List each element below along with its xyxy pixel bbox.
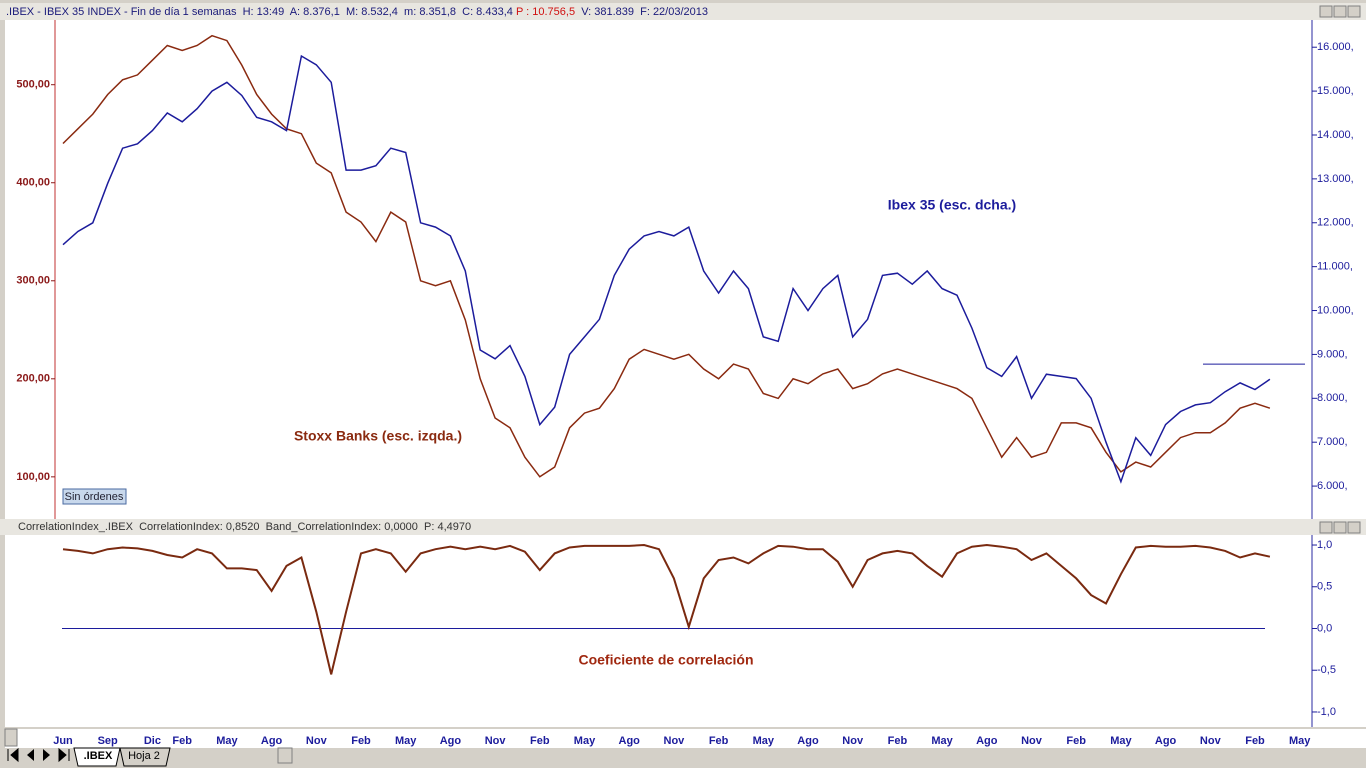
tab-active[interactable] [73,747,121,767]
series-line [62,34,1271,478]
x-tick-label: Ago [797,735,819,747]
x-tick-label: May [216,735,238,747]
tab-label[interactable]: .IBEX [84,750,113,762]
nav-first[interactable] [7,747,19,763]
window-buttons[interactable] [1319,5,1361,18]
nav-next[interactable] [43,749,50,761]
y2-tick-label: 0,5 [1317,581,1332,593]
x-tick-label: May [1110,735,1132,747]
x-tick-label: Ago [261,735,283,747]
series-annotation: Ibex 35 (esc. dcha.) [888,197,1016,213]
tab-scroll[interactable] [277,747,293,764]
correlation-plot [5,535,1366,727]
x-tick-label: Feb [709,735,729,747]
tab-nav[interactable] [7,747,70,763]
tab[interactable] [119,747,171,767]
nav-prev[interactable] [27,749,34,761]
nav-last[interactable] [58,747,70,763]
header-text: .IBEX - IBEX 35 INDEX - Fin de día 1 sem… [6,6,708,18]
y2-tick-label: -1,0 [1317,706,1336,718]
y2-tick-label: 16.000, [1317,41,1354,53]
panel-header: CorrelationIndex_.IBEX CorrelationIndex:… [18,521,471,533]
y-tick-label: 200,00 [16,373,50,385]
x-tick-label: May [395,735,417,747]
x-axis-strip [5,729,1366,748]
x-tick-label: Jun [53,735,73,747]
close[interactable] [1347,5,1361,18]
y2-tick-label: 10.000, [1317,304,1354,316]
header-prefix: .IBEX - IBEX 35 INDEX - Fin de día 1 sem… [6,6,516,18]
y2-tick-label: 8.000, [1317,392,1348,404]
y-tick-label: 300,00 [16,275,50,287]
y2-tick-label: 15.000, [1317,85,1354,97]
x-tick-label: Feb [530,735,550,747]
x-tick-label: Nov [842,735,864,747]
x-tick-label: May [1289,735,1311,747]
x-tick-label: Nov [664,735,686,747]
x-tick-label: Ago [976,735,998,747]
y2-tick-label: -0,5 [1317,664,1336,676]
x-tick-label: May [931,735,953,747]
x-tick-label: Ago [619,735,641,747]
y2-tick-label: 7.000, [1317,436,1348,448]
x-tick-label: Ago [440,735,462,747]
y2-tick-label: 11.000, [1317,261,1353,273]
y2-tick-label: 9.000, [1317,348,1348,360]
y2-tick-label: 1,0 [1317,539,1332,551]
y-tick-label: 500,00 [16,79,50,91]
badge [62,488,127,505]
x-tick-label: Nov [306,735,328,747]
header-suffix: V: 381.839 F: 22/03/2013 [575,6,708,18]
y2-tick-label: 13.000, [1317,173,1354,185]
series-annotation: Coeficiente de correlación [578,652,753,668]
x-tick-label: Feb [1245,735,1265,747]
y2-tick-label: 12.000, [1317,217,1354,229]
header-bar [0,3,1366,20]
y-tick-label: 400,00 [16,177,50,189]
y2-tick-label: 14.000, [1317,129,1354,141]
x-tick-label: Sep [98,735,118,747]
header-p: P : 10.756,5 [516,6,575,18]
tab-bar [0,748,1366,768]
x-tick-label: Feb [1066,735,1086,747]
panel-buttons[interactable] [1319,521,1361,534]
y2-tick-label: 0,0 [1317,622,1332,634]
x-tick-label: Nov [1021,735,1043,747]
x-tick-label: Feb [351,735,371,747]
y-tick-label: 100,00 [16,471,50,483]
main-plot [5,20,1366,519]
x-tick-label: Dic [144,735,161,747]
scroll-left[interactable] [4,728,18,747]
badge-text: Sin órdenes [65,491,124,503]
maximize[interactable] [1333,5,1347,18]
panel-header-bar [0,519,1366,535]
x-tick-label: Nov [1200,735,1222,747]
close[interactable] [1347,521,1361,534]
x-tick-label: Feb [172,735,192,747]
minimize[interactable] [1319,5,1333,18]
x-tick-label: May [574,735,596,747]
series-line [62,54,1271,484]
tab-label[interactable]: Hoja 2 [128,750,160,762]
y2-tick-label: 6.000, [1317,480,1348,492]
series-annotation: Stoxx Banks (esc. izqda.) [294,428,462,444]
x-tick-label: Nov [485,735,507,747]
series-line [62,543,1271,675]
maximize[interactable] [1333,521,1347,534]
x-tick-label: May [753,735,775,747]
minimize[interactable] [1319,521,1333,534]
x-tick-label: Feb [888,735,908,747]
x-tick-label: Ago [1155,735,1177,747]
